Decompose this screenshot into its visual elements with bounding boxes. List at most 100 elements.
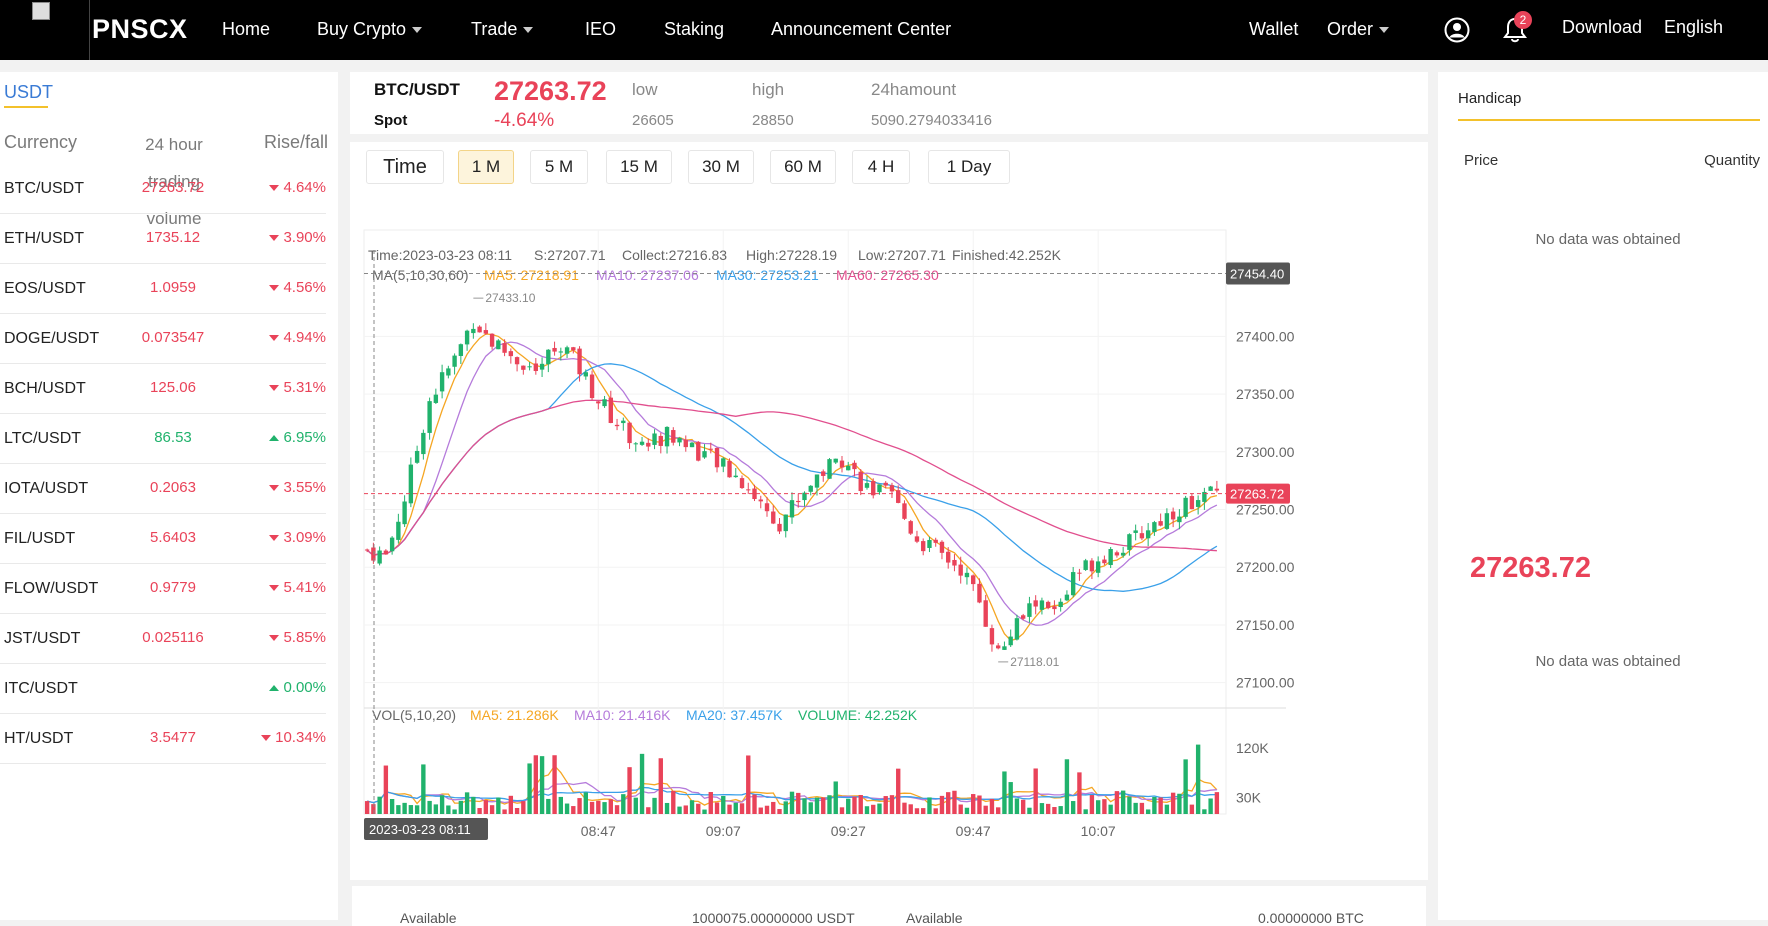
chart-grid	[363, 229, 1286, 815]
nav-ieo[interactable]: IEO	[585, 19, 617, 39]
ma-legend-text: MA60: 27265.30	[836, 267, 939, 283]
candle-body	[877, 484, 882, 493]
user-account-icon[interactable]	[1444, 17, 1470, 43]
market-row[interactable]: FIL/USDT 5.6403 3.09%	[0, 514, 326, 564]
nav-home[interactable]: Home	[222, 19, 271, 39]
candle-body	[364, 549, 370, 551]
candle-body	[883, 482, 888, 486]
candle-body	[996, 645, 1001, 649]
volume-bar	[808, 802, 813, 814]
tab-underline	[4, 106, 48, 108]
market-row[interactable]: EOS/USDT 1.0959 4.56%	[0, 264, 326, 314]
header-currency[interactable]: Currency	[4, 132, 78, 152]
volume-bar	[827, 795, 832, 814]
volume-bar	[364, 801, 370, 814]
logo[interactable]	[0, 0, 90, 60]
header-change[interactable]: Rise/fall	[264, 132, 329, 152]
market-row[interactable]: HT/USDT 3.5477 10.34%	[0, 714, 326, 764]
arrow-down-icon	[269, 485, 280, 492]
y-tick-label: 27350.00	[1236, 386, 1295, 402]
candle-body	[814, 474, 820, 488]
market-row[interactable]: FLOW/USDT 0.9779 5.41%	[0, 564, 326, 614]
candlestick-chart[interactable]: 27400.00 27350.00 27300.00 27250.00 27200.00…	[350, 190, 1428, 878]
volume-bar	[752, 794, 757, 814]
ticker-low-label: low	[632, 80, 658, 99]
market-change-value: 5.85%	[283, 629, 326, 646]
volume-bar	[1002, 771, 1007, 814]
market-pair: EOS/USDT	[4, 280, 86, 297]
arrow-down-icon	[269, 535, 280, 542]
asks-no-data: No data was obtained	[1535, 231, 1681, 248]
candle-body	[452, 355, 457, 367]
y-tick-label: 27300.00	[1236, 444, 1295, 460]
candle-body	[1139, 533, 1145, 539]
market-row[interactable]: LTC/USDT 86.53 6.95%	[0, 414, 326, 464]
tf-1m[interactable]: 1 M	[458, 150, 514, 184]
brand-name[interactable]: PNSCX	[92, 14, 188, 44]
volume-bar	[696, 803, 701, 814]
market-row[interactable]: DOGE/USDT 0.073547 4.94%	[0, 314, 326, 364]
nav-wallet[interactable]: Wallet	[1249, 19, 1299, 39]
market-row[interactable]: ETH/USDT 1735.12 3.90%	[0, 214, 326, 264]
notification-badge: 2	[1514, 11, 1532, 29]
candle-body	[914, 536, 920, 542]
market-change: 5.85%	[269, 629, 326, 646]
tf-30m[interactable]: 30 M	[688, 150, 754, 184]
volume-bar	[427, 800, 432, 814]
candle-body	[396, 521, 401, 540]
volume-bar	[508, 795, 514, 814]
market-change-value: 5.31%	[283, 379, 326, 396]
chevron-down-icon	[412, 27, 423, 34]
top-navigation: PNSCX Home Buy Crypto Trade IEO Staking …	[0, 0, 1768, 60]
volume-bar	[414, 805, 420, 814]
handicap-title[interactable]: Handicap	[1458, 90, 1522, 107]
nav-order[interactable]: Order	[1327, 19, 1390, 40]
market-price: 3.5477	[150, 729, 196, 746]
volume-tick-label: 120K	[1236, 740, 1269, 756]
tf-1day[interactable]: 1 Day	[928, 150, 1010, 184]
nav-language[interactable]: English	[1664, 17, 1724, 37]
tf-60m[interactable]: 60 M	[770, 150, 836, 184]
volume-bar	[608, 799, 613, 814]
candle-body	[746, 489, 751, 491]
tf-4h[interactable]: 4 H	[852, 150, 910, 184]
candle-body	[614, 424, 620, 427]
candle-body	[977, 583, 982, 603]
market-row[interactable]: BCH/USDT 125.06 5.31%	[0, 364, 326, 414]
tf-time[interactable]: Time	[366, 150, 444, 184]
tab-usdt[interactable]: USDT	[4, 82, 53, 102]
candle-body	[902, 503, 907, 519]
plot-frame	[363, 229, 1227, 815]
tf-15m[interactable]: 15 M	[606, 150, 672, 184]
market-row[interactable]: IOTA/USDT 0.2063 3.55%	[0, 464, 326, 514]
arrow-down-icon	[269, 335, 280, 342]
arrow-down-icon	[269, 235, 280, 242]
x-tick-label: 09:47	[956, 823, 991, 839]
nav-download[interactable]: Download	[1562, 17, 1643, 37]
candle-body	[908, 521, 913, 534]
candle-body	[677, 437, 682, 443]
nav-trade[interactable]: Trade	[471, 19, 534, 40]
candle-body	[633, 443, 638, 445]
volume-bar	[458, 800, 464, 814]
order-book-panel: Handicap Price Quantity No data was obta…	[1438, 72, 1768, 920]
market-price: 1.0959	[150, 279, 196, 296]
nav-announcement-center[interactable]: Announcement Center	[771, 19, 952, 39]
market-row[interactable]: BTC/USDT 27263.72 4.64%	[0, 164, 326, 214]
market-row[interactable]: ITC/USDT 0.00%	[0, 664, 326, 714]
nav-staking[interactable]: Staking	[664, 19, 725, 39]
volume-bar	[1114, 791, 1120, 814]
volume-bar	[1214, 792, 1220, 814]
volume-bar	[502, 809, 507, 814]
tf-5m[interactable]: 5 M	[530, 150, 588, 184]
market-change: 3.09%	[269, 529, 326, 546]
candle-body	[683, 439, 688, 448]
nav-buy-crypto[interactable]: Buy Crypto	[317, 19, 423, 40]
market-row[interactable]: JST/USDT 0.025116 5.85%	[0, 614, 326, 664]
header-volume[interactable]: 24 hour trading volume	[145, 135, 203, 228]
market-change-value: 3.55%	[283, 479, 326, 496]
volume-bar	[658, 758, 663, 814]
chart-info-text: Low:27207.71	[858, 247, 946, 263]
candle-body	[702, 451, 707, 458]
volume-bar	[1027, 807, 1032, 814]
